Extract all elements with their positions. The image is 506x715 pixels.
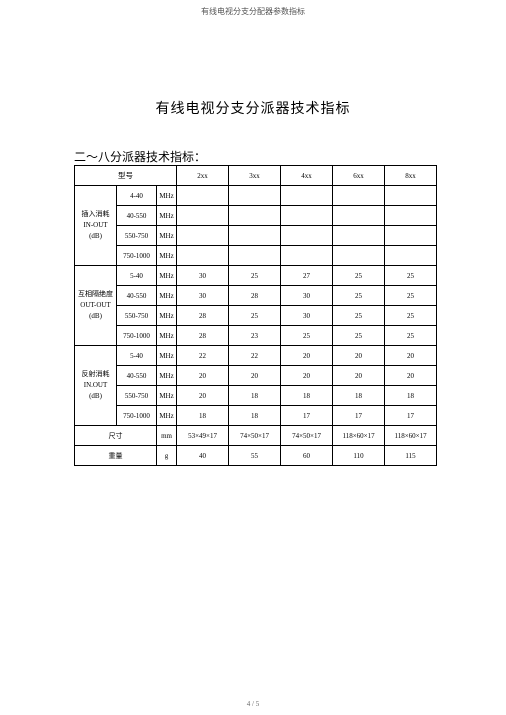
footer-unit: mm [157,426,177,446]
data-row: 750-1000 MHz 28 23 25 25 25 [75,326,437,346]
range-cell: 550-750 [117,386,157,406]
range-cell: 5-40 [117,266,157,286]
val-cell [229,186,281,206]
unit-cell: MHz [157,346,177,366]
data-row: 550-750 MHz 20 18 18 18 18 [75,386,437,406]
unit-cell: MHz [157,406,177,426]
page-title: 有线电视分支分派器技术指标 [0,98,506,118]
range-cell: 40-550 [117,286,157,306]
footer-unit: g [157,446,177,466]
section-subtitle: 二～八分派器技术指标： [74,148,206,165]
spec-table: 型号 2xx 3xx 4xx 6xx 8xx 插入消耗 IN-OUT (dB) … [74,165,437,466]
footer-label: 重量 [75,446,157,466]
unit-cell: MHz [157,386,177,406]
data-row: 550-750 MHz [75,226,437,246]
unit-cell: MHz [157,246,177,266]
range-cell: 550-750 [117,306,157,326]
footer-row: 尺寸 mm 53×49×17 74×50×17 74×50×17 118×60×… [75,426,437,446]
spec-table-wrap: 型号 2xx 3xx 4xx 6xx 8xx 插入消耗 IN-OUT (dB) … [74,165,436,466]
val-cell [281,186,333,206]
val-cell [177,186,229,206]
model-col: 8xx [385,166,437,186]
data-row: 40-550 MHz 30 28 30 25 25 [75,286,437,306]
data-row: 插入消耗 IN-OUT (dB) 4-40 MHz [75,186,437,206]
unit-cell: MHz [157,206,177,226]
unit-cell: MHz [157,226,177,246]
range-cell: 750-1000 [117,326,157,346]
val-cell [333,186,385,206]
group-label: 插入消耗 IN-OUT (dB) [75,186,117,266]
model-col: 3xx [229,166,281,186]
group-label: 互相隔绝度 OUT-OUT (dB) [75,266,117,346]
data-row: 40-550 MHz [75,206,437,226]
data-row: 750-1000 MHz 18 18 17 17 17 [75,406,437,426]
model-col: 2xx [177,166,229,186]
range-cell: 750-1000 [117,406,157,426]
unit-cell: MHz [157,326,177,346]
data-row: 550-750 MHz 28 25 30 25 25 [75,306,437,326]
data-row: 互相隔绝度 OUT-OUT (dB) 5-40 MHz 30 25 27 25 … [75,266,437,286]
group-label: 反射消耗 IN.OUT (dB) [75,346,117,426]
model-label: 型号 [75,166,177,186]
model-col: 6xx [333,166,385,186]
range-cell: 4-40 [117,186,157,206]
range-cell: 40-550 [117,206,157,226]
range-cell: 750-1000 [117,246,157,266]
unit-cell: MHz [157,306,177,326]
footer-label: 尺寸 [75,426,157,446]
data-row: 反射消耗 IN.OUT (dB) 5-40 MHz 22 22 20 20 20 [75,346,437,366]
footer-row: 重量 g 40 55 60 110 115 [75,446,437,466]
unit-cell: MHz [157,366,177,386]
page-footer: 4 / 5 [0,700,506,708]
unit-cell: MHz [157,266,177,286]
unit-cell: MHz [157,286,177,306]
doc-header: 有线电视分支分配器参数指标 [0,6,506,17]
val-cell [385,186,437,206]
unit-cell: MHz [157,186,177,206]
header-row: 型号 2xx 3xx 4xx 6xx 8xx [75,166,437,186]
data-row: 750-1000 MHz [75,246,437,266]
range-cell: 40-550 [117,366,157,386]
data-row: 40-550 MHz 20 20 20 20 20 [75,366,437,386]
range-cell: 5-40 [117,346,157,366]
model-col: 4xx [281,166,333,186]
range-cell: 550-750 [117,226,157,246]
